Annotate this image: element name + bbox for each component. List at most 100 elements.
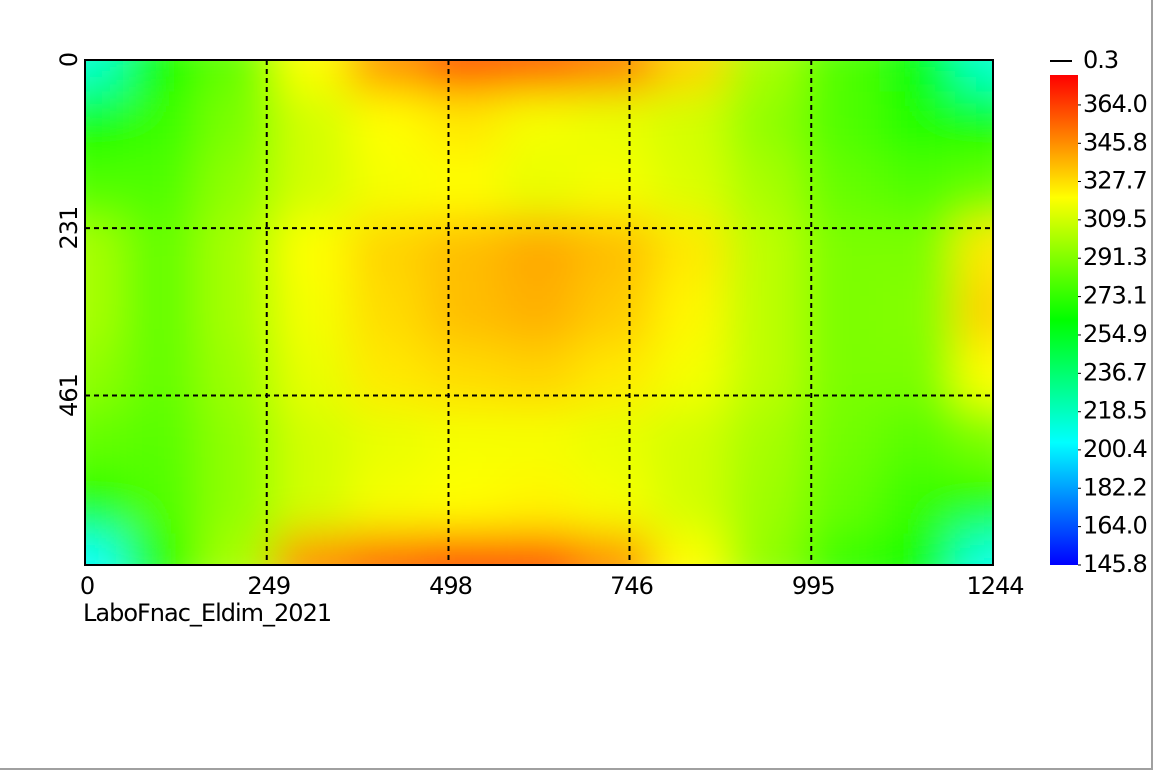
heat-cell (652, 533, 729, 565)
colorbar-tick-label: 345.8 (1083, 128, 1147, 156)
colorbar-tick-label: 364.0 (1083, 90, 1147, 118)
heat-cell (501, 154, 578, 219)
heat-cell (85, 154, 124, 219)
heat-cell (85, 407, 124, 471)
colorbar-header: 0.3 (1083, 46, 1118, 74)
heat-cell (879, 280, 956, 345)
heat-cell (652, 407, 729, 471)
heat-cell (425, 91, 502, 156)
heat-cell (576, 60, 653, 93)
heat-cell (198, 344, 275, 408)
heat-cell (349, 60, 426, 93)
heat-cell (879, 91, 956, 156)
heat-cell (955, 470, 993, 534)
heat-cell (879, 154, 956, 219)
heat-cell (501, 344, 578, 408)
heat-cell (198, 533, 275, 565)
heat-cell (274, 344, 351, 408)
heat-cell (879, 344, 956, 408)
heat-cell (955, 60, 993, 93)
heat-cell (728, 217, 805, 282)
colorbar-tick-label: 273.1 (1083, 282, 1147, 310)
x-tick-label: 1244 (966, 572, 1023, 600)
heat-cell (955, 407, 993, 471)
heat-cell (425, 470, 502, 534)
x-tick-label: 0 (80, 572, 94, 600)
heat-cell (501, 533, 578, 565)
heat-cell (803, 154, 880, 219)
y-tick-label: 231 (55, 207, 83, 250)
heat-cell (728, 344, 805, 408)
heat-cell (803, 280, 880, 345)
colorbar-tick-label: 218.5 (1083, 397, 1147, 425)
heat-cell (576, 344, 653, 408)
heat-cell (122, 470, 199, 534)
heat-cell (879, 407, 956, 471)
heat-cell (85, 91, 124, 156)
heat-cell (349, 91, 426, 156)
heat-cell (879, 533, 956, 565)
heat-cell (728, 154, 805, 219)
heat-cell (349, 280, 426, 345)
heat-cell (501, 470, 578, 534)
heat-cell (803, 344, 880, 408)
heat-cell (803, 470, 880, 534)
heat-cell (274, 60, 351, 93)
heat-cell (349, 470, 426, 534)
heat-cell (425, 533, 502, 565)
heat-cell (198, 60, 275, 93)
heat-cell (728, 91, 805, 156)
heat-cell (425, 280, 502, 345)
heat-cell (955, 91, 993, 156)
heat-cell (85, 280, 124, 345)
heat-cell (349, 344, 426, 408)
x-tick-label: 249 (247, 572, 290, 600)
heat-cell (425, 154, 502, 219)
x-tick-label: 995 (792, 572, 835, 600)
colorbar-tick-label: 200.4 (1083, 435, 1147, 463)
colorbar (1050, 75, 1078, 565)
plot-frame (84, 59, 994, 566)
heat-cell (274, 91, 351, 156)
heat-cell (501, 280, 578, 345)
heat-cell (576, 280, 653, 345)
heat-cell (955, 280, 993, 345)
heat-cell (198, 470, 275, 534)
heat-cell (425, 344, 502, 408)
caption: LaboFnac_Eldim_2021 (83, 599, 331, 627)
heat-cell (728, 470, 805, 534)
heat-cell (122, 407, 199, 471)
heat-cell (576, 217, 653, 282)
heat-cell (501, 91, 578, 156)
heat-cell (652, 60, 729, 93)
heat-cell (198, 280, 275, 345)
colorbar-tick-label: 327.7 (1083, 166, 1147, 194)
heat-cell (425, 407, 502, 471)
heat-cell (274, 533, 351, 565)
heat-cell (576, 407, 653, 471)
heat-cell (803, 533, 880, 565)
colorbar-tick-label: 182.2 (1083, 473, 1147, 501)
colorbar-tick-label: 254.9 (1083, 320, 1147, 348)
heat-cell (576, 533, 653, 565)
heatmap (85, 60, 993, 565)
heat-cell (652, 280, 729, 345)
y-tick-label: 0 (55, 53, 83, 67)
heat-cell (198, 217, 275, 282)
y-tick-label: 461 (55, 374, 83, 417)
heat-cell (576, 91, 653, 156)
x-tick-label: 498 (429, 572, 472, 600)
heat-cell (803, 60, 880, 93)
heat-cell (501, 407, 578, 471)
heat-cell (728, 60, 805, 93)
heat-cell (274, 280, 351, 345)
heat-cell (198, 91, 275, 156)
heat-cell (122, 91, 199, 156)
colorbar-tick-label: 145.8 (1083, 550, 1147, 578)
heat-cell (349, 217, 426, 282)
heat-cell (274, 154, 351, 219)
heat-cell (955, 154, 993, 219)
heat-cell (652, 344, 729, 408)
